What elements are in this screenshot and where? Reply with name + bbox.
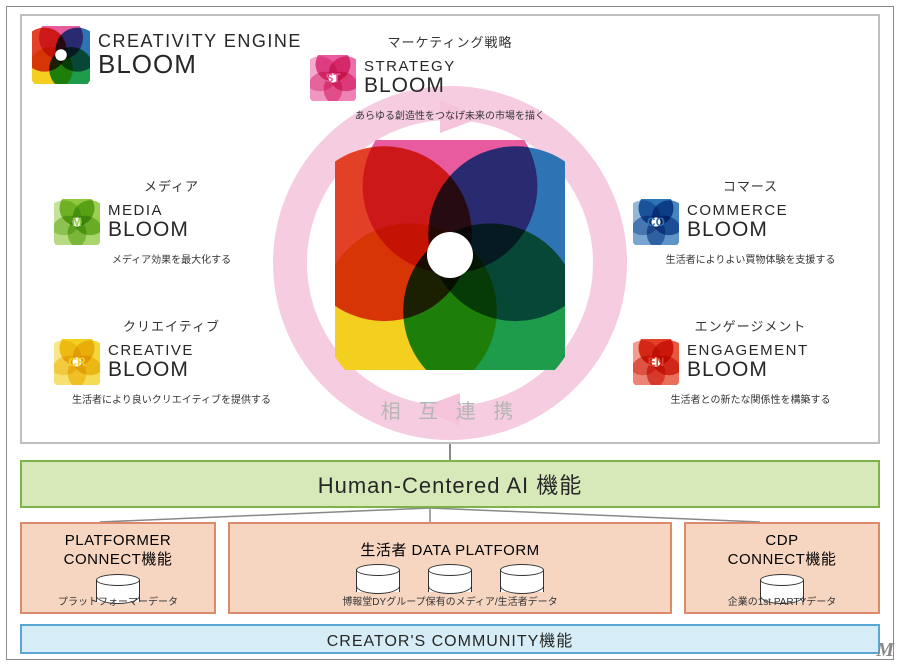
product-creative-title2: BLOOM (108, 359, 194, 381)
product-strategy: マーケティング戦略 ST STRATEGY BLOOM あらゆる創造性をつなげ未… (310, 32, 590, 122)
product-media-title1: MEDIA (108, 203, 189, 219)
product-commerce-title2: BLOOM (687, 219, 788, 241)
plat-left-sub: プラットフォーマーデータ (58, 593, 178, 608)
plat-right-t2: CONNECT機能 (728, 551, 837, 568)
product-strategy-desc: あらゆる創造性をつなげ未来の市場を描く (310, 107, 590, 122)
product-media: メディア M MEDIA BLOOM メディア効果を最大化する (54, 176, 289, 266)
product-media-tag: メディア (54, 176, 289, 195)
product-media-desc: メディア効果を最大化する (54, 251, 289, 266)
database-cylinder-icon (356, 564, 400, 594)
product-commerce-tag: コマース (633, 176, 868, 195)
product-commerce-title1: COMMERCE (687, 203, 788, 219)
ai-bar-label: Human-Centered AI 機能 (318, 468, 583, 500)
bloom-flower-icon (32, 26, 90, 84)
product-engagement-desc: 生活者との新たな関係性を構築する (633, 391, 868, 406)
product-media-flower-icon: M (54, 199, 100, 245)
plat-left-t2: CONNECT機能 (64, 551, 173, 568)
central-flower-icon (335, 140, 565, 370)
product-creative-title1: CREATIVE (108, 343, 194, 359)
mutual-label: 相 互 連 携 (381, 395, 520, 424)
watermark-icon: M (876, 639, 894, 662)
product-strategy-title2: BLOOM (364, 75, 456, 97)
connector-line (449, 444, 451, 460)
product-commerce-desc: 生活者によりよい買物体験を支援する (633, 251, 868, 266)
product-engagement-flower-icon: EN (633, 339, 679, 385)
plat-right-t1: CDP (765, 532, 798, 549)
svg-text:EN: EN (648, 355, 665, 369)
product-creative-desc: 生活者により良いクリエイティブを提供する (54, 391, 289, 406)
database-cylinder-icon (428, 564, 472, 594)
database-cylinder-icon (500, 564, 544, 594)
plat-center-sub: 博報堂DYグループ保有のメディア/生活者データ (342, 593, 557, 608)
svg-text:M: M (72, 215, 82, 229)
community-label: CREATOR'S COMMUNITY機能 (327, 627, 574, 651)
product-strategy-flower-icon: ST (310, 55, 356, 101)
product-media-title2: BLOOM (108, 219, 189, 241)
logo-line1: CREATIVITY ENGINE (98, 32, 302, 51)
product-engagement-tag: エンゲージメント (633, 316, 868, 335)
platform-row: PLATFORMER CONNECT機能 プラットフォーマーデータ 生活者 DA… (20, 522, 880, 614)
product-engagement: エンゲージメント EN ENGAGEMENT BLOOM 生活者との新たな関係性… (633, 316, 868, 406)
plat-right-sub: 企業の1st PARTYデータ (728, 593, 837, 608)
logo-line2: BLOOM (98, 51, 302, 78)
main-logo: CREATIVITY ENGINE BLOOM (32, 26, 302, 84)
product-creative-tag: クリエイティブ (54, 316, 289, 335)
platform-right: CDP CONNECT機能 企業の1st PARTYデータ (684, 522, 880, 614)
product-creative-flower-icon: CR (54, 339, 100, 385)
plat-left-t1: PLATFORMER (65, 532, 171, 549)
svg-text:CR: CR (68, 355, 86, 369)
product-engagement-title2: BLOOM (687, 359, 809, 381)
platform-left: PLATFORMER CONNECT機能 プラットフォーマーデータ (20, 522, 216, 614)
community-bar: CREATOR'S COMMUNITY機能 (20, 624, 880, 654)
product-commerce: コマース CO COMMERCE BLOOM 生活者によりよい買物体験を支援する (633, 176, 868, 266)
plat-center-cylinders (356, 564, 544, 594)
ai-bar: Human-Centered AI 機能 (20, 460, 880, 508)
svg-text:CO: CO (647, 215, 665, 229)
product-strategy-title1: STRATEGY (364, 59, 456, 75)
product-creative: クリエイティブ CR CREATIVE BLOOM 生活者により良いクリエイティ… (54, 316, 289, 406)
plat-center-title: 生活者 DATA PLATFORM (360, 542, 539, 561)
bloom-panel: CREATIVITY ENGINE BLOOM 相 互 連 携 マーケティング戦… (20, 14, 880, 444)
product-strategy-tag: マーケティング戦略 (310, 32, 590, 51)
platform-center: 生活者 DATA PLATFORM 博報堂DYグループ保有のメディア/生活者デー… (228, 522, 672, 614)
svg-text:ST: ST (325, 71, 341, 85)
product-commerce-flower-icon: CO (633, 199, 679, 245)
product-engagement-title1: ENGAGEMENT (687, 343, 809, 359)
